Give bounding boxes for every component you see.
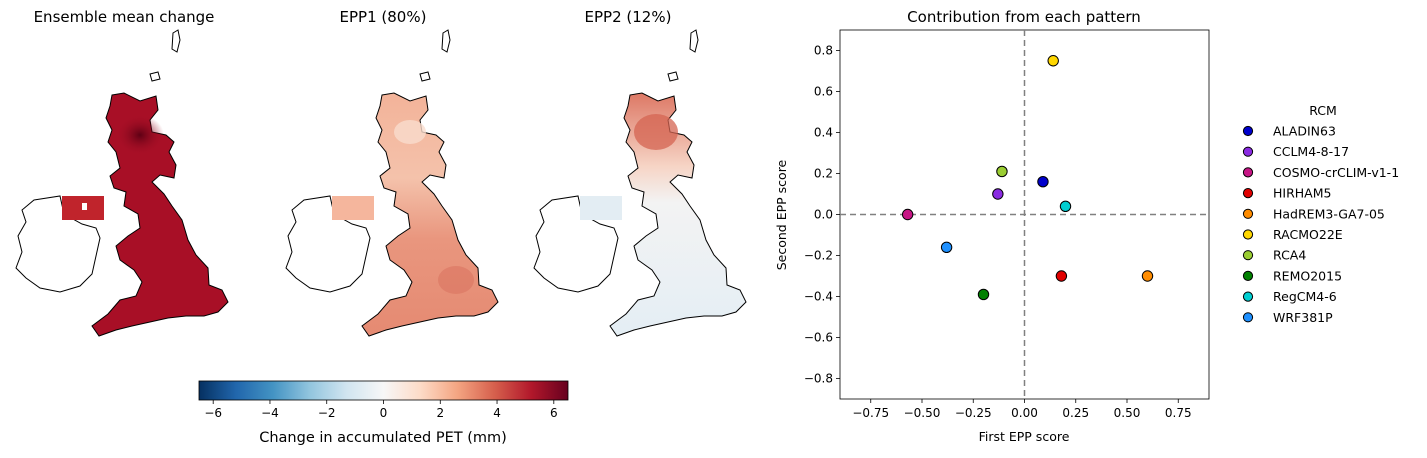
legend-marker — [1242, 167, 1254, 178]
legend-label: RCA4 — [1273, 248, 1306, 263]
orkney-outline — [667, 71, 679, 82]
legend-label: RACMO22E — [1273, 227, 1343, 242]
y-tick-label: 0.4 — [814, 126, 833, 140]
map-title-epp1: EPP1 (80%) — [340, 8, 427, 26]
legend-items: ALADIN63 CCLM4-8-17 COSMO-crCLIM-v1-1 HIRHA… — [1242, 124, 1399, 325]
reference-lines — [840, 30, 1209, 399]
legend-marker — [1242, 291, 1254, 302]
y-axis-ticks: −0.8 −0.6 −0.4 −0.2 0.0 0.2 0.4 0.6 0.8 — [804, 44, 840, 386]
y-tick-label: 0.6 — [814, 85, 833, 99]
orkney-outline — [419, 71, 431, 82]
legend-label: HadREM3-GA7-05 — [1273, 206, 1385, 221]
map-gap — [82, 203, 87, 210]
y-tick-label: 0.0 — [814, 208, 833, 222]
highland-maximum — [116, 115, 164, 155]
colorbar-tick-label: −2 — [318, 406, 336, 420]
northern-ireland-field — [332, 196, 374, 220]
x-tick-label: 0.00 — [1011, 406, 1038, 420]
x-tick-label: 0.75 — [1165, 406, 1192, 420]
legend-label: ALADIN63 — [1273, 124, 1336, 139]
great-britain-field — [361, 92, 499, 337]
legend-title: RCM — [1309, 103, 1337, 118]
legend-label: WRF381P — [1273, 310, 1333, 325]
x-axis-label: First EPP score — [979, 429, 1070, 444]
colorbar-gradient — [198, 380, 569, 401]
map-title-ensemble-mean: Ensemble mean change — [34, 8, 215, 26]
colorbar-tick-label: 0 — [380, 406, 388, 420]
point-wrf381p — [940, 241, 953, 254]
southeast-maximum — [438, 266, 474, 294]
scatter-chart: Contribution from each pattern −0.75 −0.5… — [774, 8, 1210, 444]
colorbar-tick-label: −6 — [204, 406, 222, 420]
map-ensemble-mean: Ensemble mean change — [15, 8, 229, 337]
colorbar-ticks: −6 −4 −2 0 2 4 6 — [204, 400, 558, 420]
shetland-outline — [689, 29, 699, 53]
legend-marker — [1242, 188, 1254, 199]
northern-ireland-field — [580, 196, 622, 220]
map-epp2: EPP2 (12%) — [533, 8, 747, 337]
map-title-epp2: EPP2 (12%) — [585, 8, 672, 26]
point-rca4 — [996, 165, 1008, 178]
x-tick-label: −0.50 — [904, 406, 941, 420]
shetland-outline — [441, 29, 451, 53]
data-points — [901, 55, 1154, 301]
legend-label: REMO2015 — [1273, 268, 1342, 283]
y-tick-label: −0.6 — [804, 331, 833, 345]
map-epp1: EPP1 (80%) — [285, 8, 499, 337]
y-tick-label: −0.2 — [804, 249, 833, 263]
y-tick-label: −0.8 — [804, 372, 833, 386]
y-tick-label: 0.2 — [814, 167, 833, 181]
point-remo2015 — [977, 288, 990, 301]
colorbar-tick-label: 4 — [493, 406, 501, 420]
colorbar: −6 −4 −2 0 2 4 6 Change in accumulated PET (mm… — [198, 380, 569, 446]
legend-marker — [1242, 270, 1254, 281]
highland-maximum — [634, 114, 678, 150]
legend-label: CCLM4-8-17 — [1273, 144, 1349, 159]
orkney-outline — [149, 71, 161, 82]
legend-marker — [1242, 250, 1254, 261]
colorbar-label: Change in accumulated PET (mm) — [259, 430, 507, 446]
y-axis-label: Second EPP score — [774, 159, 789, 270]
highland-minimum — [394, 120, 426, 144]
y-tick-label: 0.8 — [814, 44, 833, 58]
chart-title: Contribution from each pattern — [907, 8, 1141, 26]
legend-marker — [1242, 312, 1254, 323]
shetland-outline — [171, 29, 181, 53]
point-hirham5 — [1055, 270, 1068, 282]
legend-marker — [1242, 208, 1254, 219]
x-tick-label: 0.50 — [1114, 406, 1141, 420]
x-tick-label: −0.75 — [852, 406, 889, 420]
legend-label: HIRHAM5 — [1273, 186, 1331, 201]
point-cclm4-8-17 — [992, 188, 1004, 200]
colorbar-tick-label: 2 — [436, 406, 444, 420]
x-tick-label: 0.25 — [1062, 406, 1089, 420]
legend-marker — [1242, 125, 1254, 137]
point-regcm4-6 — [1059, 200, 1072, 213]
legend-marker — [1242, 146, 1254, 157]
point-cosmo-crclim-v1-1 — [901, 208, 914, 221]
x-axis-ticks: −0.75 −0.50 −0.25 0.00 0.25 0.50 0.75 — [852, 399, 1192, 420]
colorbar-tick-label: −4 — [261, 406, 279, 420]
legend-marker — [1242, 229, 1254, 240]
legend-label: COSMO-crCLIM-v1-1 — [1273, 165, 1399, 180]
great-britain-field — [609, 92, 747, 337]
point-racmo22e — [1047, 55, 1059, 67]
y-tick-label: −0.4 — [804, 290, 833, 304]
legend-label: RegCM4-6 — [1273, 289, 1337, 304]
point-hadrem3-ga7-05 — [1141, 270, 1154, 282]
x-tick-label: −0.25 — [955, 406, 992, 420]
colorbar-tick-label: 6 — [550, 406, 558, 420]
point-aladin63 — [1037, 176, 1049, 188]
legend: RCM ALADIN63 CCLM4-8-17 COSMO-crCLIM-v1-1 H… — [1242, 103, 1399, 325]
